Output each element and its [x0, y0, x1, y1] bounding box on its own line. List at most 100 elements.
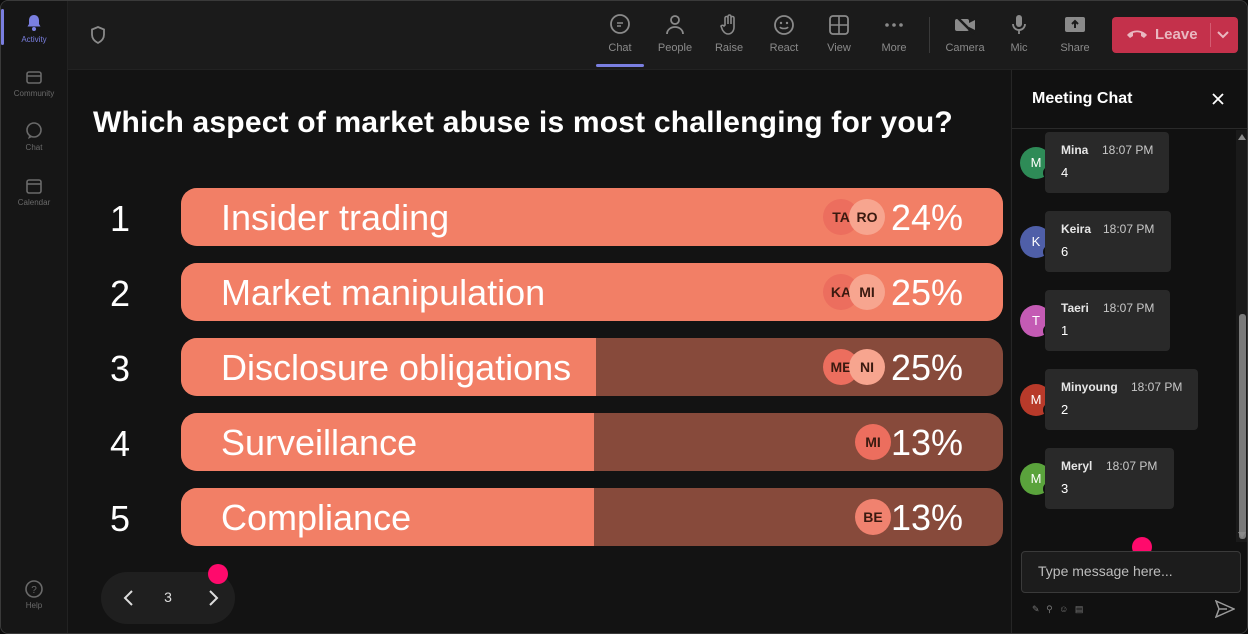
voter-avatar: BE	[855, 499, 891, 535]
poll-option-2: 2 Market manipulation KA MI 25%	[68, 263, 1010, 321]
message-text: 4	[1061, 165, 1069, 180]
option-number: 3	[109, 348, 131, 389]
app-rail: Activity Community Chat Calendar ? Help	[1, 1, 68, 633]
option-number: 4	[109, 423, 131, 464]
chat-icon	[610, 14, 630, 34]
chevron-left-icon[interactable]	[119, 588, 139, 608]
rail-label: Chat	[25, 143, 43, 152]
rail-label: Community	[13, 89, 55, 98]
share-icon	[1065, 17, 1085, 32]
message-time: 18:07 PM	[1102, 143, 1154, 157]
format-icon[interactable]: ✎	[1032, 604, 1042, 614]
option-number: 5	[109, 498, 131, 539]
poll-question: Which aspect of market abuse is most cha…	[93, 106, 953, 139]
toolbar-people-button[interactable]: People	[649, 11, 701, 61]
cursor-indicator	[208, 564, 228, 584]
community-icon	[26, 71, 42, 84]
option-percent: 13%	[890, 497, 963, 538]
option-bar: Compliance BE 13%	[181, 488, 1003, 546]
emoji-icon[interactable]: ☺	[1059, 604, 1071, 614]
option-percent: 25%	[890, 347, 963, 388]
shield-icon[interactable]	[88, 25, 108, 45]
message-input-box	[1021, 551, 1241, 593]
bell-icon	[27, 15, 41, 31]
toolbar-camera-button[interactable]: Camera	[939, 11, 991, 61]
svg-text:?: ?	[31, 585, 37, 596]
chevron-down-icon[interactable]	[1216, 28, 1230, 42]
gif-icon[interactable]: ▤	[1074, 604, 1086, 614]
rail-item-help[interactable]: ? Help	[1, 579, 67, 610]
rail-item-activity[interactable]: Activity	[1, 13, 67, 44]
toolbar-label: Chat	[608, 42, 632, 54]
message-bubble: Mina 18:07 PM 4	[1045, 132, 1169, 193]
raise-hand-icon	[720, 14, 735, 35]
option-bar: Market manipulation KA MI 25%	[181, 263, 1003, 321]
sender-name: Mina	[1061, 143, 1089, 157]
toolbar-raise-button[interactable]: Raise	[703, 11, 755, 61]
toolbar-label: Share	[1060, 42, 1090, 54]
chat-icon	[26, 122, 42, 139]
leave-button[interactable]: Leave	[1112, 17, 1238, 53]
toolbar-share-button[interactable]: Share	[1049, 11, 1101, 61]
option-bar: Insider trading TA RO 24%	[181, 188, 1003, 246]
chevron-right-icon[interactable]	[203, 588, 223, 608]
toolbar-label: More	[881, 42, 907, 54]
rail-label: Calendar	[17, 198, 51, 207]
rail-item-chat[interactable]: Chat	[1, 121, 67, 152]
option-fill	[181, 488, 594, 546]
toolbar-chat-button[interactable]: Chat	[594, 11, 646, 67]
toolbar-mic-button[interactable]: Mic	[993, 11, 1045, 61]
option-percent: 24%	[890, 197, 963, 238]
sender-name: Keira	[1061, 222, 1092, 236]
message-bubble: Meryl 18:07 PM 3	[1045, 448, 1174, 509]
sender-name: Taeri	[1061, 301, 1089, 315]
toolbar-react-button[interactable]: React	[758, 11, 810, 61]
leave-divider	[1210, 23, 1211, 47]
option-percent: 25%	[890, 272, 963, 313]
voter-avatar: MI	[855, 424, 891, 460]
chat-title: Meeting Chat	[1032, 90, 1133, 107]
toolbar-more-button[interactable]: More	[868, 11, 920, 61]
message-text: 3	[1061, 481, 1069, 496]
phone-hangup-icon	[1127, 30, 1147, 38]
poll-option-4: 4 Surveillance MI 13%	[68, 413, 1010, 471]
message-input[interactable]	[1022, 552, 1228, 590]
attach-icon[interactable]: ⚲	[1046, 604, 1055, 614]
react-icon	[774, 15, 794, 35]
option-label: Surveillance	[221, 422, 418, 463]
option-percent: 13%	[890, 422, 963, 463]
scroll-up-arrow[interactable]	[1238, 134, 1246, 140]
option-label: Compliance	[221, 497, 412, 538]
poll-stage: Which aspect of market abuse is most cha…	[68, 70, 1010, 633]
sender-name: Meryl	[1061, 459, 1093, 473]
rail-item-calendar[interactable]: Calendar	[1, 176, 67, 207]
sender-name: Minyoung	[1061, 380, 1118, 394]
toolbar-label: React	[769, 42, 799, 54]
scroll-down-arrow[interactable]	[1238, 532, 1246, 538]
rail-item-community[interactable]: Community	[1, 67, 67, 98]
toolbar-label: Mic	[1010, 42, 1028, 54]
rail-label: Activity	[21, 35, 47, 44]
message-time: 18:07 PM	[1103, 301, 1155, 315]
chat-scrollbar[interactable]	[1236, 130, 1247, 542]
send-icon[interactable]	[1215, 600, 1235, 618]
voter-avatar: MI	[849, 274, 885, 310]
option-bar: Disclosure obligations ME NI 25%	[181, 338, 1003, 396]
toolbar-label: View	[827, 42, 851, 54]
poll-option-1: 1 Insider trading TA RO 24%	[68, 188, 1010, 246]
message-text: 6	[1061, 244, 1069, 259]
toolbar-view-button[interactable]: View	[813, 11, 865, 61]
close-icon[interactable]	[1210, 91, 1226, 107]
message-text: 1	[1061, 323, 1069, 338]
people-icon	[666, 15, 684, 35]
message-text: 2	[1061, 402, 1069, 417]
message-bubble: Taeri 18:07 PM 1	[1045, 290, 1170, 351]
scroll-thumb[interactable]	[1239, 314, 1246, 539]
option-bar: Surveillance MI 13%	[181, 413, 1003, 471]
chat-divider	[1012, 128, 1247, 129]
toolbar-label: Camera	[945, 42, 985, 54]
rail-active-indicator	[1, 9, 4, 45]
meeting-chat-panel: Meeting Chat M Mina 18:07 PM 4 K Keira 1…	[1011, 70, 1247, 633]
option-fill	[181, 413, 594, 471]
message-bubble: Minyoung 18:07 PM 2	[1045, 369, 1198, 430]
